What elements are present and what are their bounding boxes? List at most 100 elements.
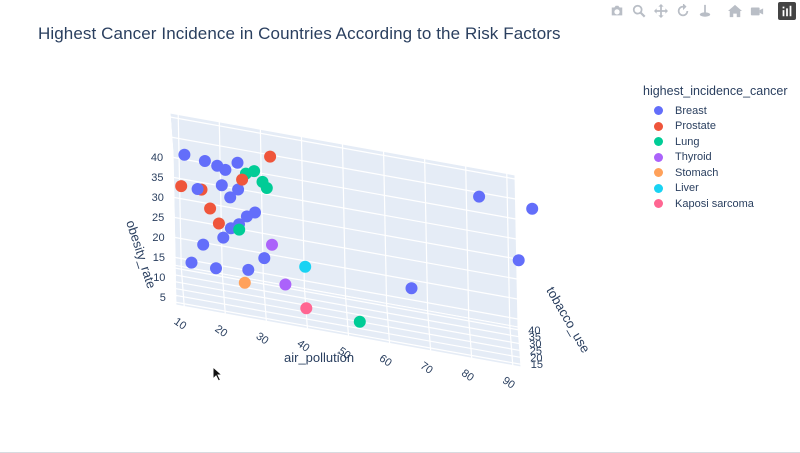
data-point[interactable] xyxy=(353,315,366,328)
chart-title: Highest Cancer Incidence in Countries Ac… xyxy=(38,24,561,43)
gridline xyxy=(174,287,520,352)
legend-item[interactable]: Liver xyxy=(643,181,788,197)
data-point[interactable] xyxy=(175,180,188,193)
y-tick-label: 35 xyxy=(529,332,541,344)
z-tick-label: 10 xyxy=(153,272,165,284)
gridline xyxy=(175,301,521,365)
data-point[interactable] xyxy=(248,165,261,178)
data-point[interactable] xyxy=(233,223,246,236)
legend-title: highest_incidence_cancer xyxy=(643,84,788,98)
data-point[interactable] xyxy=(217,231,230,244)
gridline xyxy=(509,325,514,366)
gridline xyxy=(172,256,518,320)
data-point[interactable] xyxy=(185,256,198,269)
orbit-icon[interactable] xyxy=(674,2,692,20)
data-point[interactable] xyxy=(231,156,244,169)
legend-marker-icon xyxy=(654,121,663,131)
data-point[interactable] xyxy=(236,173,249,186)
legend-item[interactable]: Thyroid xyxy=(643,150,788,166)
data-point[interactable] xyxy=(266,238,278,251)
data-point[interactable] xyxy=(264,150,277,163)
gridline xyxy=(218,121,223,274)
markers xyxy=(175,148,539,328)
x-tick-label: 30 xyxy=(254,330,271,347)
gridline xyxy=(170,156,175,198)
z-tick-label: 40 xyxy=(151,152,163,164)
modebar xyxy=(608,2,796,20)
plotly-logo-icon[interactable] xyxy=(778,2,796,20)
legend-item[interactable]: Kaposi sarcoma xyxy=(643,196,788,212)
x-axis-title: air_pollution xyxy=(284,350,354,365)
data-point[interactable] xyxy=(260,182,273,194)
gridline xyxy=(172,236,518,300)
data-point[interactable] xyxy=(215,179,228,192)
gridline xyxy=(169,136,175,178)
legend-label: Breast xyxy=(675,104,707,117)
x-tick-label: 70 xyxy=(418,360,435,377)
data-point[interactable] xyxy=(258,252,271,265)
gridline xyxy=(506,173,511,326)
zoom-icon[interactable] xyxy=(630,2,648,20)
legend-label: Prostate xyxy=(675,120,716,133)
mouse-cursor-icon xyxy=(212,365,224,387)
data-point[interactable] xyxy=(279,278,292,291)
y-tick-label: 30 xyxy=(529,339,541,351)
gridline xyxy=(171,236,177,278)
legend-item[interactable]: Lung xyxy=(643,134,788,150)
legend-marker-icon xyxy=(654,106,663,116)
z-tick-label: 35 xyxy=(151,172,163,184)
legend-label: Lung xyxy=(675,135,700,148)
gridline xyxy=(382,151,388,304)
gridline xyxy=(173,267,519,331)
gridline xyxy=(175,294,521,358)
x-tick-label: 10 xyxy=(171,316,188,333)
tick-labels: 10 20 30 40 50 60 70 80 901520253035405101520253… xyxy=(151,152,543,391)
legend-marker-icon xyxy=(654,152,663,162)
data-point[interactable] xyxy=(242,263,255,276)
data-point[interactable] xyxy=(300,302,313,315)
data-point[interactable] xyxy=(526,202,539,215)
data-point[interactable] xyxy=(512,254,525,267)
legend-item[interactable]: Prostate xyxy=(643,119,788,135)
data-point[interactable] xyxy=(232,183,245,196)
data-point[interactable] xyxy=(178,148,191,161)
data-point[interactable] xyxy=(204,202,217,215)
turntable-icon[interactable] xyxy=(696,2,714,20)
x-tick-label: 40 xyxy=(295,338,312,355)
data-point[interactable] xyxy=(299,260,312,273)
legend-item[interactable]: Stomach xyxy=(643,165,788,181)
data-point[interactable] xyxy=(224,191,237,204)
gridline xyxy=(173,274,519,338)
legend-marker-icon xyxy=(654,137,663,147)
gridline xyxy=(221,273,226,314)
x-tick-label: 80 xyxy=(459,367,476,384)
data-point[interactable] xyxy=(198,155,211,167)
legend-label: Thyroid xyxy=(675,151,712,164)
y-tick-label: 25 xyxy=(530,345,542,357)
data-point[interactable] xyxy=(211,159,224,172)
legend-label: Kaposi sarcoma xyxy=(675,197,754,210)
z-tick-label: 25 xyxy=(152,212,164,224)
legend-item[interactable]: Breast xyxy=(643,103,788,119)
legend-label: Stomach xyxy=(675,166,719,179)
data-point[interactable] xyxy=(197,238,210,251)
z-tick-label: 30 xyxy=(152,192,164,204)
gridline xyxy=(262,281,267,322)
gridline xyxy=(465,166,470,319)
pan-icon[interactable] xyxy=(652,2,670,20)
data-point[interactable] xyxy=(240,210,253,223)
home-icon[interactable] xyxy=(726,2,744,20)
camera-icon[interactable] xyxy=(608,2,626,20)
data-point[interactable] xyxy=(212,217,225,230)
data-point[interactable] xyxy=(473,190,486,203)
data-point[interactable] xyxy=(191,183,204,195)
gridline xyxy=(171,196,517,260)
data-point[interactable] xyxy=(405,282,418,295)
data-point[interactable] xyxy=(238,276,251,289)
gridline xyxy=(174,280,520,345)
camera-view-icon[interactable] xyxy=(748,2,766,20)
y-tick-label: 20 xyxy=(530,352,542,364)
data-point[interactable] xyxy=(210,262,222,275)
legend: highest_incidence_cancer Breast Prostate L… xyxy=(643,84,788,212)
